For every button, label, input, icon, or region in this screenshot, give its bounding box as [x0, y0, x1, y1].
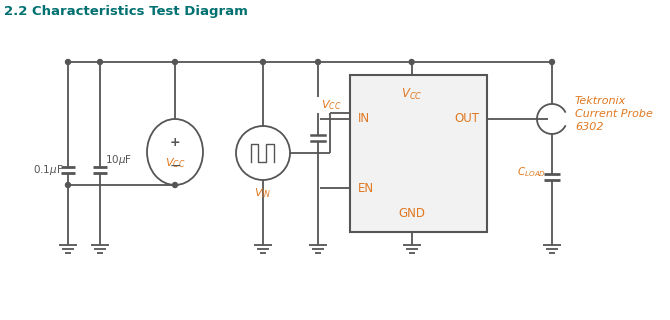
Text: Current Probe: Current Probe — [575, 109, 653, 119]
Circle shape — [549, 60, 555, 65]
Circle shape — [316, 60, 320, 65]
Circle shape — [66, 60, 70, 65]
Text: $V_{IN}$: $V_{IN}$ — [254, 186, 272, 200]
Circle shape — [172, 182, 178, 188]
Text: $C_{LOAD}$: $C_{LOAD}$ — [517, 165, 546, 179]
Text: IN: IN — [358, 112, 370, 125]
Text: GND: GND — [398, 207, 425, 220]
Text: +: + — [170, 135, 180, 148]
Text: Tektronix: Tektronix — [575, 96, 626, 106]
Circle shape — [409, 60, 414, 65]
Circle shape — [66, 182, 70, 188]
Text: $V_{CC}$: $V_{CC}$ — [165, 156, 185, 170]
Text: 10$\mu$F: 10$\mu$F — [105, 153, 132, 167]
Circle shape — [98, 60, 103, 65]
Text: −: − — [170, 159, 181, 173]
Text: EN: EN — [358, 181, 374, 195]
Text: 2.2 Characteristics Test Diagram: 2.2 Characteristics Test Diagram — [4, 5, 248, 18]
Text: 6302: 6302 — [575, 122, 604, 132]
Text: $V_{CC}$: $V_{CC}$ — [401, 87, 422, 102]
Bar — [350, 75, 487, 232]
Text: OUT: OUT — [454, 112, 479, 125]
Circle shape — [172, 60, 178, 65]
Circle shape — [261, 60, 265, 65]
Text: 0.1$\mu$F: 0.1$\mu$F — [33, 163, 63, 177]
Text: $V_{CC}$: $V_{CC}$ — [321, 98, 342, 112]
